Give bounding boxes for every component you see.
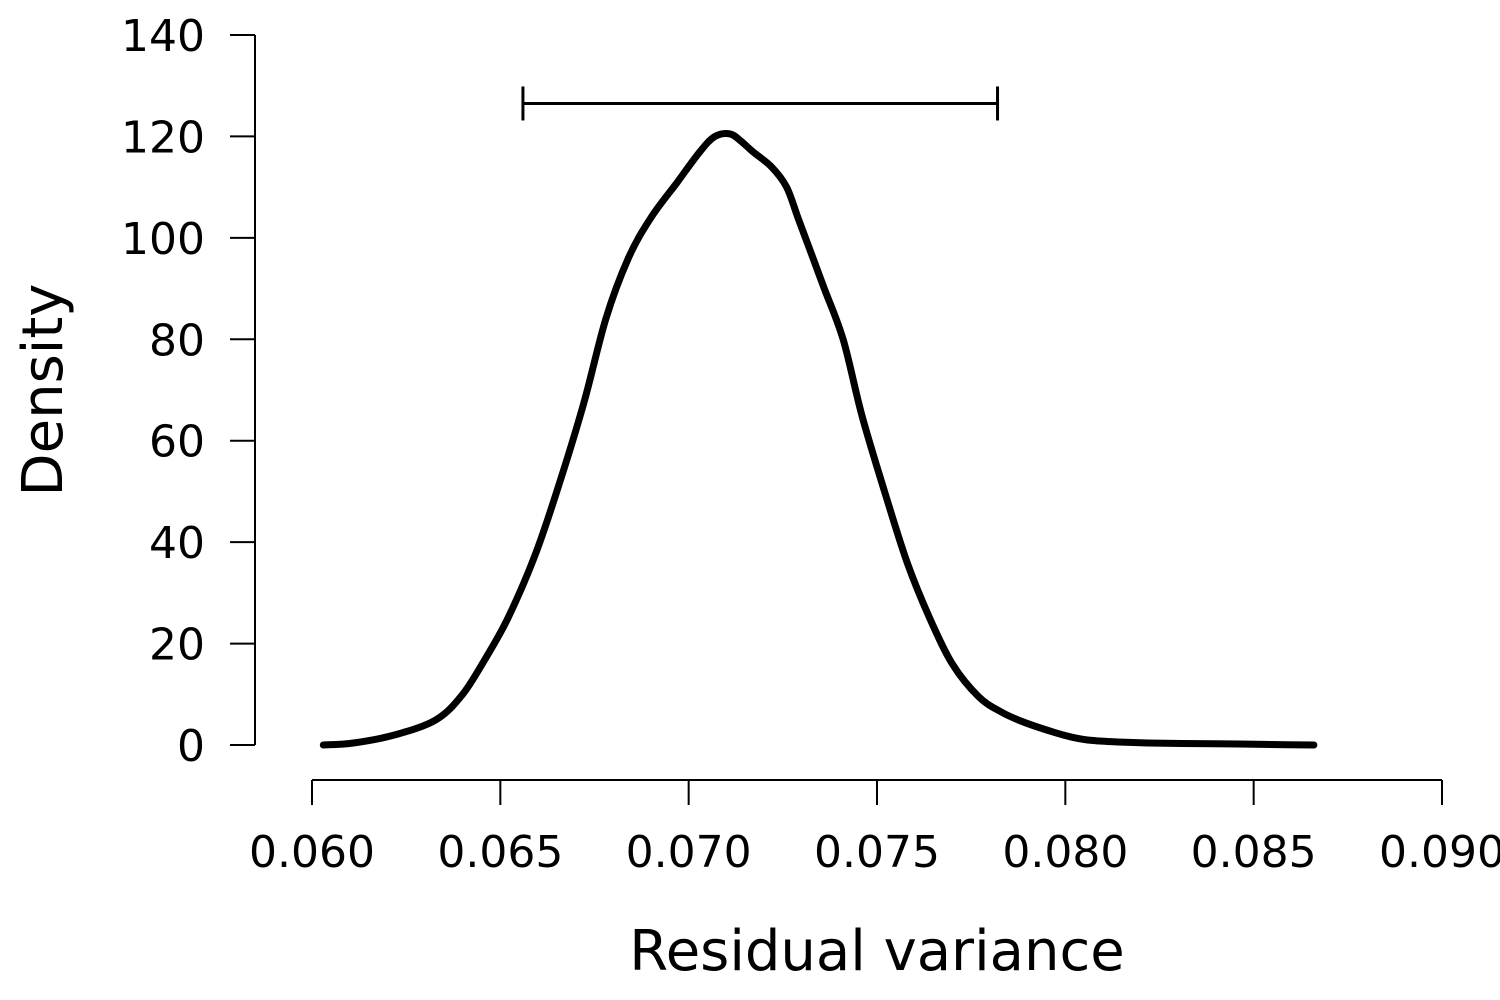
y-tick-label: 0 [177,721,205,772]
x-tick-label: 0.060 [249,827,375,878]
y-tick-label: 140 [121,11,205,62]
y-tick-label: 100 [121,214,205,265]
x-axis: 0.060 0.065 0.070 0.075 0.080 0.085 0.090 [249,779,1500,878]
y-axis-title: Density [11,284,76,497]
x-tick-label: 0.075 [814,827,940,878]
y-tick-label: 40 [149,518,205,569]
x-tick-label: 0.065 [437,827,563,878]
plot-area [319,86,1318,749]
x-tick-label: 0.085 [1191,827,1317,878]
y-tick-label: 20 [149,620,205,671]
x-axis-title: Residual variance [629,919,1124,984]
y-tick-label: 80 [149,315,205,366]
x-tick-label: 0.080 [1002,827,1128,878]
y-tick-label: 120 [121,112,205,163]
density-line [319,130,1318,749]
x-tick-label: 0.090 [1379,827,1500,878]
y-tick-label: 60 [149,417,205,468]
x-tick-label: 0.070 [626,827,752,878]
y-axis: 0 20 40 60 80 100 120 140 [121,11,256,772]
